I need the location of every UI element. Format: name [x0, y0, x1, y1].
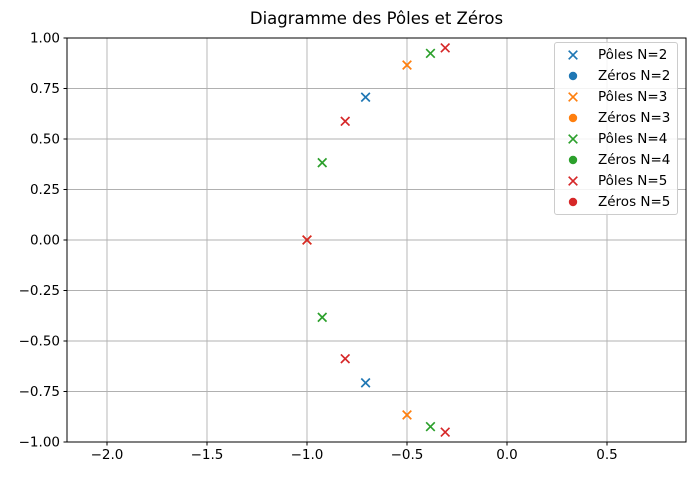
data-point: [360, 92, 371, 103]
circle-marker-icon: [568, 155, 578, 165]
y-tick-label: −0.75: [19, 384, 60, 400]
x-tick-label: −1.0: [291, 447, 324, 463]
circle-marker-icon: [568, 197, 578, 206]
data-point: [340, 116, 351, 127]
chart-title: Diagramme des Pôles et Zéros: [249, 9, 504, 28]
legend-item: Pôles N=3: [555, 87, 677, 108]
x-marker-icon: [568, 50, 578, 61]
y-tick-label: −0.25: [19, 283, 60, 299]
x-tick-label: 0.5: [596, 447, 617, 463]
legend-item: Zéros N=5: [555, 191, 677, 212]
circle-marker-icon: [568, 72, 578, 81]
circle-marker-icon: [568, 113, 578, 123]
x-tick-label: −0.5: [391, 447, 424, 463]
legend-label: Zéros N=4: [598, 151, 671, 168]
y-tick-label: 0.25: [30, 182, 60, 198]
x-tick-label: 0.0: [496, 447, 517, 463]
x-marker-icon: [568, 134, 578, 144]
legend-label: Pôles N=5: [598, 172, 668, 189]
y-tick-label: 0.50: [30, 132, 60, 148]
legend-label: Zéros N=5: [598, 193, 671, 210]
series-4: [317, 48, 436, 432]
x-tick-label: −1.5: [191, 447, 224, 463]
data-point: [402, 60, 412, 70]
legend-label: Pôles N=2: [598, 47, 668, 64]
legend-label: Zéros N=3: [598, 110, 671, 127]
y-tick-label: 0.00: [30, 233, 60, 249]
series-0: [360, 92, 371, 388]
x-marker-icon: [568, 92, 578, 103]
legend-item: Pôles N=2: [555, 45, 677, 66]
legend-label: Pôles N=3: [598, 89, 668, 106]
data-point: [317, 157, 328, 168]
legend-item: Pôles N=5: [555, 170, 677, 191]
data-point: [317, 312, 328, 323]
data-point: [360, 377, 371, 388]
x-axis: −2.0 −1.5 −1.0 −0.5 0.0 0.5: [91, 442, 618, 463]
data-point: [402, 410, 412, 420]
y-tick-label: −1.00: [19, 435, 60, 451]
x-tick-label: −2.0: [91, 447, 124, 463]
y-tick-label: 0.75: [30, 81, 60, 97]
x-marker-icon: [568, 175, 578, 186]
y-tick-label: −0.50: [19, 334, 60, 350]
data-point: [302, 235, 312, 245]
data-point: [340, 353, 351, 364]
legend-item: Zéros N=3: [555, 108, 677, 129]
data-point: [440, 42, 451, 53]
data-point: [425, 48, 436, 59]
data-point: [425, 421, 436, 432]
legend: Pôles N=2 Zéros N=2 Pôles N=3 Zéros N=3 Pôle…: [554, 42, 678, 216]
data-point: [440, 427, 451, 438]
legend-item: Pôles N=4: [555, 129, 677, 150]
y-axis: −1.00 −0.75 −0.50 −0.25 0.00 0.25 0.50 0.75 1.00: [19, 31, 67, 451]
series-6: [302, 42, 451, 438]
legend-label: Pôles N=4: [598, 131, 668, 147]
legend-item: Zéros N=2: [555, 66, 677, 87]
y-tick-label: 1.00: [30, 31, 60, 47]
legend-label: Zéros N=2: [598, 68, 671, 85]
legend-item: Zéros N=4: [555, 149, 677, 170]
